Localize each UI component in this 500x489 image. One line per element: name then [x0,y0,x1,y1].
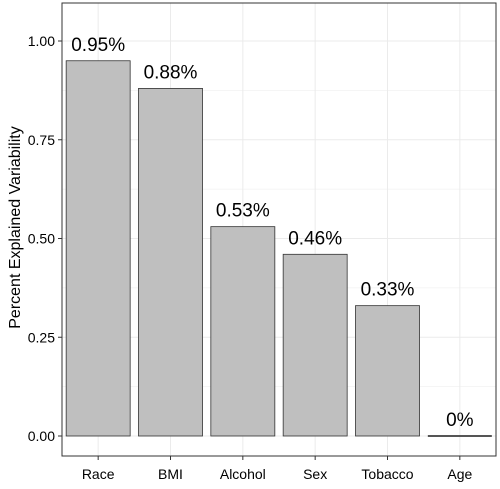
y-axis-title: Percent Explained Variability [7,126,24,328]
bar [65,60,131,437]
bars-layer [65,60,492,437]
y-tick-label: 0.50 [28,231,55,247]
bar [138,88,203,437]
y-tick-label: 0.00 [28,428,55,444]
x-tick-label: Sex [303,466,327,482]
x-tick-label: BMI [158,466,183,482]
y-tick-label: 0.25 [28,329,55,345]
x-axis: Race BMI Alcohol Sex Tobacco Age [82,456,472,482]
data-label: 0.46% [288,228,342,249]
x-tick-label: Age [447,466,472,482]
data-label: 0.95% [71,35,125,56]
bar [282,253,348,437]
panel-border [61,2,497,457]
x-tick-label: Tobacco [361,466,413,482]
bar [355,305,420,437]
data-labels-layer: 0.95% 0.88% 0.53% 0.46% 0.33% 0% [71,35,473,431]
x-tick-label: Race [82,466,115,482]
bar [210,226,276,437]
data-label: 0.53% [216,201,270,222]
y-axis: 0.00 0.25 0.50 0.75 1.00 [28,33,62,444]
y-tick-label: 1.00 [28,33,55,49]
data-label: 0.33% [361,280,415,301]
data-label: 0.88% [144,62,198,83]
x-tick-label: Alcohol [220,466,266,482]
data-label: 0% [446,410,474,431]
y-tick-label: 0.75 [28,132,55,148]
